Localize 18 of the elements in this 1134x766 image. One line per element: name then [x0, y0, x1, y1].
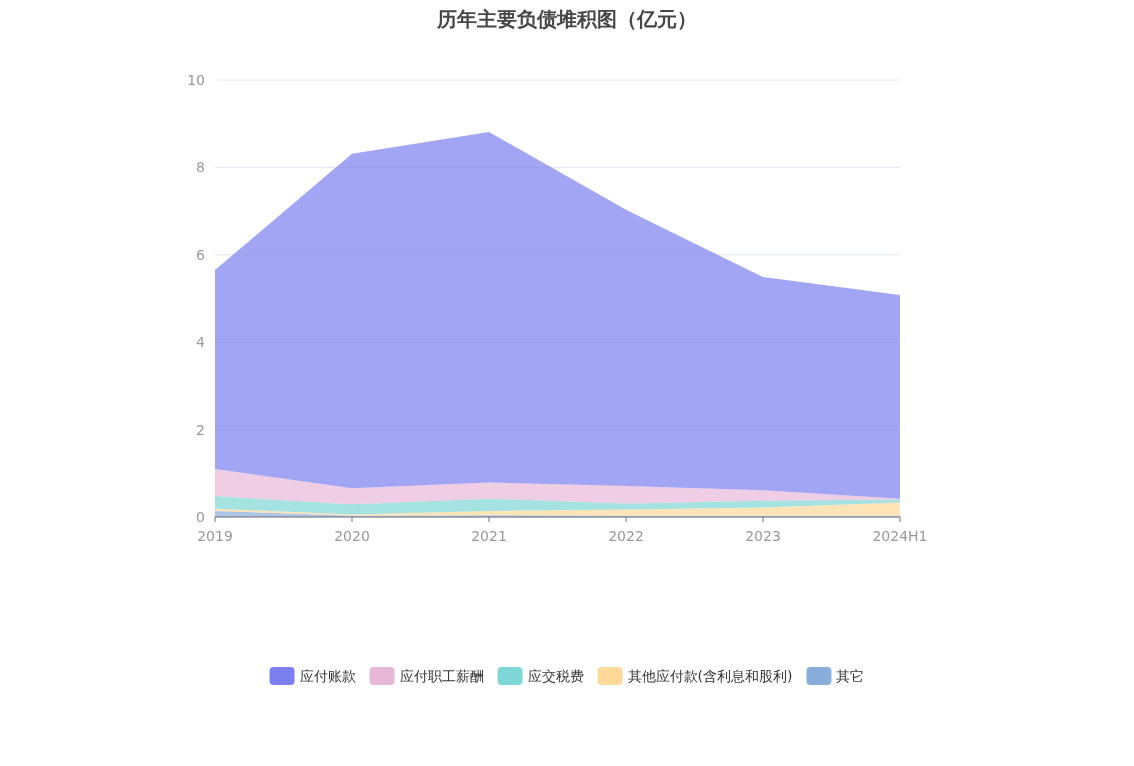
y-tick-label: 2: [196, 421, 205, 438]
x-tick-label: 2024H1: [872, 528, 928, 544]
x-tick-label: 2022: [608, 528, 644, 544]
legend-label: 应付账款: [299, 668, 356, 684]
legend-label: 其他应付款(含利息和股利): [627, 668, 793, 684]
legend-label: 应付职工薪酬: [399, 668, 484, 684]
x-tick-label: 2020: [334, 528, 370, 544]
chart-title: 历年主要负债堆积图（亿元）: [436, 7, 697, 31]
y-tick-label: 0: [196, 509, 205, 525]
legend-label: 应交税费: [527, 668, 584, 684]
x-tick-label: 2019: [197, 528, 233, 544]
y-tick-label: 4: [196, 334, 206, 351]
x-tick-label: 2021: [471, 528, 507, 544]
x-tick-label: 2023: [745, 528, 781, 544]
y-tick-label: 8: [196, 159, 205, 176]
y-tick-label: 6: [196, 246, 206, 263]
y-tick-label: 10: [187, 72, 205, 88]
legend-label: 其它: [836, 668, 865, 684]
